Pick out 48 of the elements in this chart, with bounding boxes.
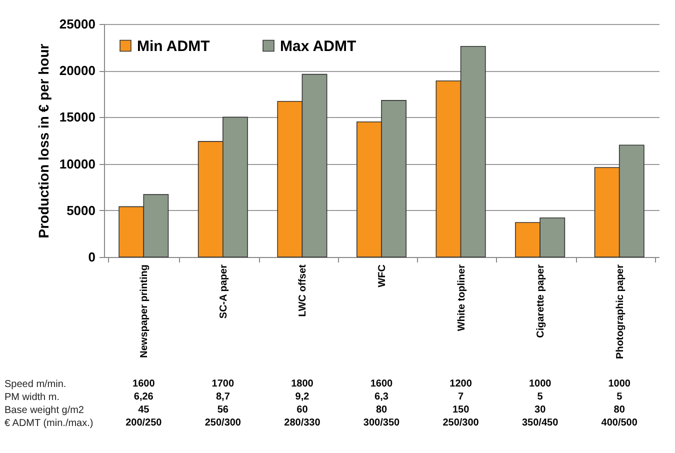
text: PM width m. (4, 392, 60, 403)
text: 80 (376, 404, 388, 416)
legend-label: Min ADMT (137, 38, 210, 55)
text: 45 (138, 404, 150, 416)
text: 60 (296, 404, 308, 416)
y-axis-title: Production loss in € per hour (35, 43, 52, 238)
x-tick-label: LWC offset (298, 264, 309, 317)
text: 1200 (450, 378, 472, 390)
text: 250/300 (204, 418, 242, 428)
y-tick-label: 0 (88, 250, 96, 264)
text: 1600 (132, 378, 156, 390)
y-tick-label: 25000 (59, 16, 96, 32)
text: 80 (614, 404, 626, 416)
y-tick-label: 10000 (59, 156, 96, 172)
text: 5 (616, 392, 623, 402)
text: 5 (537, 392, 544, 402)
text: 280/330 (284, 418, 321, 428)
text: 9,2 (295, 392, 310, 402)
text: 300/350 (363, 418, 400, 428)
text: 8,7 (216, 392, 230, 402)
text: 30 (534, 404, 546, 416)
x-tick-label: WFC (377, 264, 388, 288)
text: 400/500 (601, 418, 638, 428)
y-tick-label: 20000 (59, 63, 96, 78)
text: 1800 (291, 378, 314, 390)
text: 150 (452, 404, 470, 416)
text: 1000 (528, 378, 552, 390)
text: 6,26 (134, 392, 154, 402)
text: € ADMT (min./max.) (4, 418, 94, 429)
y-tick-label: 15000 (59, 110, 96, 125)
text: 6,3 (374, 392, 389, 402)
x-tick-label: Photographic paper (614, 264, 626, 359)
text: 200/250 (126, 418, 162, 428)
text: Base weight g/m2 (4, 405, 84, 416)
text: 56 (217, 404, 229, 416)
text: 1000 (608, 378, 631, 390)
text: 350/450 (522, 418, 559, 428)
legend-label: Max ADMT (280, 38, 356, 55)
text: 250/300 (442, 418, 480, 428)
x-tick-label: SC-A paper (218, 264, 230, 319)
y-tick-label: 5000 (66, 202, 96, 218)
text: 1600 (370, 378, 394, 390)
x-tick-label: White topliner (456, 264, 468, 332)
x-tick-label: Newspaper printing (139, 264, 150, 358)
text: Speed m/min. (4, 379, 66, 390)
x-tick-label: Cigarette paper (536, 264, 547, 338)
text: 1700 (212, 378, 234, 390)
text: 7 (458, 392, 464, 402)
